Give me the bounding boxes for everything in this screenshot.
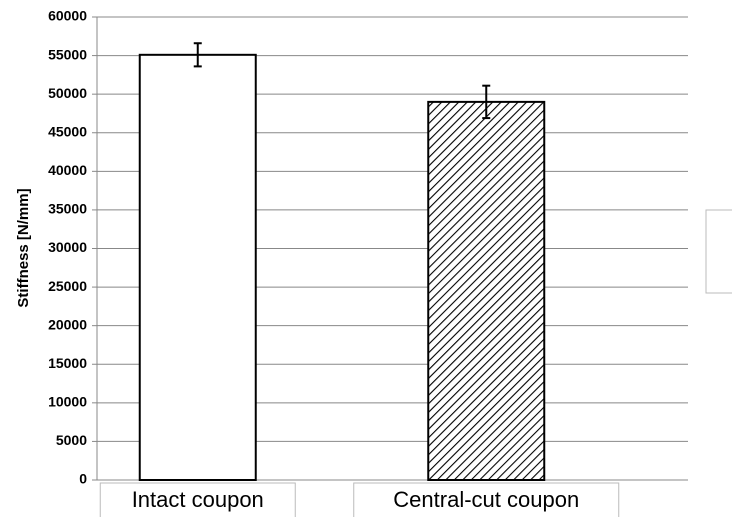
y-tick-label: 50000 [48, 85, 87, 101]
y-tick-label: 40000 [48, 162, 87, 178]
y-tick-label: 35000 [48, 201, 87, 217]
y-tick-label: 5000 [56, 432, 87, 448]
y-tick-label: 20000 [48, 316, 87, 332]
category-box [99, 482, 296, 522]
y-axis-label: Stiffness [N/mm] [15, 188, 32, 307]
category-box [353, 482, 620, 522]
x-tick-label: Intact coupon [132, 487, 264, 512]
legend-box [705, 209, 732, 294]
y-tick-label: 30000 [48, 239, 87, 255]
y-tick-label: 10000 [48, 394, 87, 410]
y-tick-label: 25000 [48, 278, 87, 294]
x-tick-label: Central-cut coupon [393, 487, 579, 512]
y-tick-label: 60000 [48, 8, 87, 24]
y-tick-label: 15000 [48, 355, 87, 371]
bar [427, 100, 546, 481]
bar [138, 53, 257, 481]
y-tick-label: 45000 [48, 123, 87, 139]
y-tick-label: 0 [79, 471, 87, 487]
y-tick-label: 55000 [48, 46, 87, 62]
